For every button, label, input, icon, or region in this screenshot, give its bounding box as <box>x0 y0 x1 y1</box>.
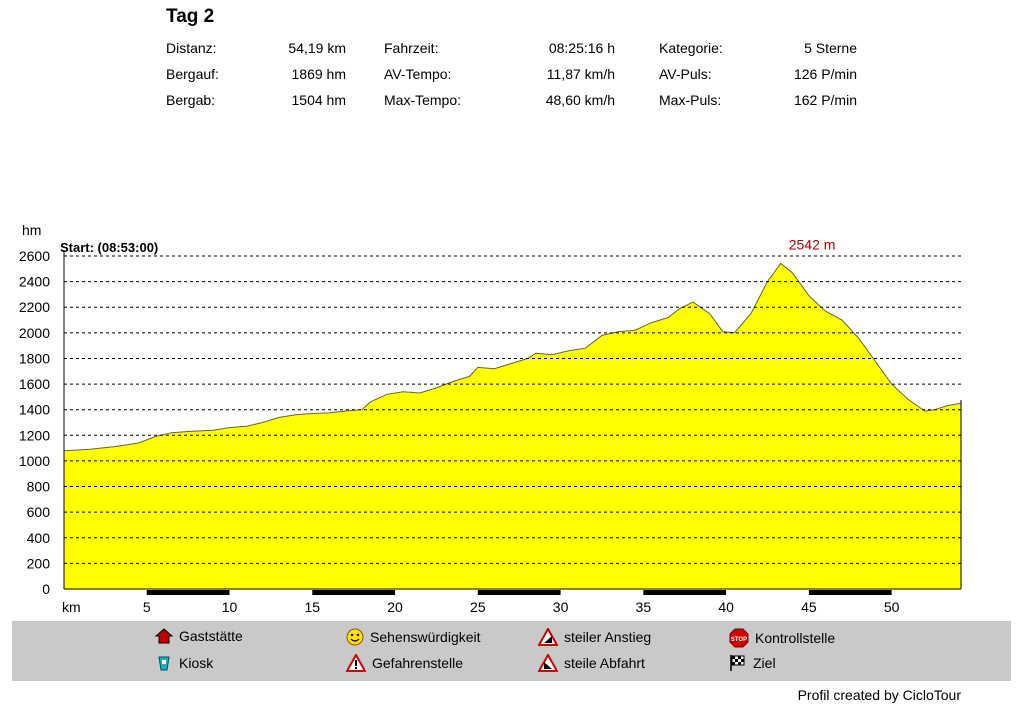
km-scale-segment <box>808 590 892 595</box>
y-tick-label: 2200 <box>19 299 50 315</box>
page-title: Tag 2 <box>166 6 215 27</box>
x-tick-label: 25 <box>470 599 486 615</box>
x-tick-label: 20 <box>387 599 403 615</box>
legend-item-ziel: Ziel <box>729 654 776 672</box>
stop-sign-icon: STOP <box>729 628 749 648</box>
legend-item-steiler-anstieg: steiler Anstieg <box>538 628 651 646</box>
elevation-area <box>64 263 961 589</box>
cup-icon <box>158 656 170 671</box>
stat-label: Kategorie: <box>659 40 723 56</box>
stat-label: Distanz: <box>166 40 217 56</box>
y-tick-label: 400 <box>27 530 51 546</box>
y-tick-label: 1400 <box>19 402 50 418</box>
y-tick-label: 1200 <box>19 427 50 443</box>
legend-label: Kontrollstelle <box>755 630 836 646</box>
stat-value: 162 P/min <box>793 92 857 108</box>
stat-value: 126 P/min <box>793 66 857 82</box>
x-tick-label: 35 <box>636 599 652 615</box>
legend: Gaststätte Sehenswürdigkeit steiler Anst… <box>12 621 1011 681</box>
descent-triangle-icon <box>538 654 558 672</box>
x-axis-label: km <box>62 599 81 615</box>
y-tick-label: 600 <box>27 504 51 520</box>
stat-label: AV-Puls: <box>659 66 712 82</box>
legend-item-sehenswuerdigkeit: Sehenswürdigkeit <box>346 628 481 646</box>
legend-label: Sehenswürdigkeit <box>370 629 481 645</box>
legend-item-gefahrenstelle: Gefahrenstelle <box>346 654 463 672</box>
warning-triangle-icon <box>538 628 558 646</box>
stat-value: 48,60 km/h <box>545 92 615 108</box>
y-axis-label: hm <box>22 222 41 238</box>
x-tick-label: 50 <box>884 599 900 615</box>
credit-text: Profil created by CicloTour <box>797 687 961 703</box>
x-tick-label: 40 <box>718 599 734 615</box>
legend-item-kontrollstelle: STOP Kontrollstelle <box>729 628 835 648</box>
house-icon <box>155 628 173 644</box>
y-tick-label: 1800 <box>19 350 50 366</box>
km-scale-segment <box>146 590 230 595</box>
svg-text:STOP: STOP <box>731 637 747 643</box>
stat-label: Fahrzeit: <box>384 40 439 56</box>
stat-label: Max-Puls: <box>659 92 722 108</box>
stat-label: Bergauf: <box>166 66 219 82</box>
y-tick-label: 800 <box>27 479 51 495</box>
stat-label: Bergab: <box>166 92 216 108</box>
legend-label: Gaststätte <box>179 628 243 644</box>
stat-value: 5 Sterne <box>804 40 857 56</box>
legend-label: Gefahrenstelle <box>372 655 464 671</box>
legend-item-gaststaette: Gaststätte <box>155 628 243 644</box>
y-tick-label: 1000 <box>19 453 50 469</box>
elevation-line <box>63 262 962 452</box>
y-tick-label: 0 <box>42 581 50 597</box>
legend-item-steile-abfahrt: steile Abfahrt <box>538 654 645 672</box>
legend-label: steile Abfahrt <box>564 655 645 671</box>
legend-label: Kiosk <box>179 655 214 671</box>
km-scale-segment <box>477 590 561 595</box>
stat-value: 54,19 km <box>288 40 346 56</box>
checkered-flag-icon <box>730 655 745 671</box>
x-tick-label: 5 <box>143 599 151 615</box>
legend-item-kiosk: Kiosk <box>155 654 213 672</box>
start-time-label: Start: (08:53:00) <box>60 240 158 255</box>
stat-label: AV-Tempo: <box>384 66 452 82</box>
legend-label: Ziel <box>753 655 776 671</box>
stat-value: 08:25:16 h <box>548 40 615 56</box>
y-tick-label: 1600 <box>19 376 50 392</box>
y-tick-label: 200 <box>27 555 51 571</box>
y-tick-label: 2400 <box>19 274 50 290</box>
stat-value: 11,87 km/h <box>546 66 615 82</box>
peak-elevation-label: 2542 m <box>789 236 836 252</box>
km-scale-segment <box>643 590 727 595</box>
danger-triangle-icon <box>346 654 366 672</box>
x-tick-label: 15 <box>305 599 321 615</box>
x-tick-label: 45 <box>801 599 817 615</box>
stat-value: 1504 hm <box>291 92 346 108</box>
smiley-icon <box>346 628 364 646</box>
km-scale-segment <box>312 590 396 595</box>
x-tick-label: 10 <box>222 599 238 615</box>
stat-label: Max-Tempo: <box>384 92 462 108</box>
elevation-profile-chart: 0 200 400 600 800 1000 1200 1400 1600 1800 2000 220… <box>19 222 962 615</box>
y-tick-label: 2600 <box>19 248 50 264</box>
stat-value: 1869 hm <box>291 66 346 82</box>
legend-label: steiler Anstieg <box>564 629 652 645</box>
y-tick-label: 2000 <box>19 325 50 341</box>
x-tick-label: 30 <box>553 599 569 615</box>
